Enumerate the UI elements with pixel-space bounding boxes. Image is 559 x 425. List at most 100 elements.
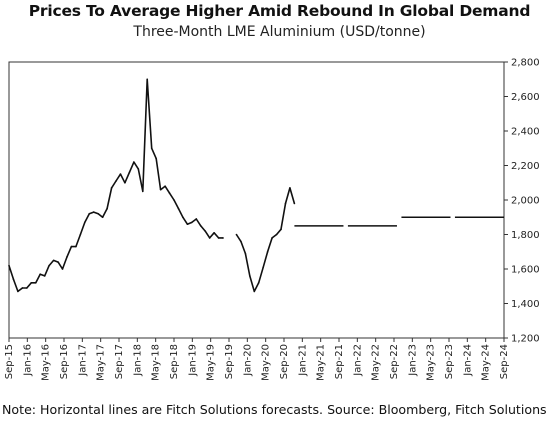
price-point xyxy=(159,188,162,191)
price-history-line xyxy=(235,187,296,293)
y-tick-label: 1,800 xyxy=(511,230,540,241)
x-tick-label: Jan-19 xyxy=(187,344,198,377)
price-point xyxy=(43,275,46,277)
price-point xyxy=(208,237,211,239)
price-point xyxy=(186,223,189,225)
price-point xyxy=(119,173,122,175)
x-tick-label: Jan-20 xyxy=(242,344,253,377)
price-point xyxy=(48,264,50,267)
price-point xyxy=(244,252,247,255)
price-point xyxy=(52,259,55,262)
x-tick-label: May-16 xyxy=(41,344,52,381)
price-point xyxy=(75,245,77,248)
price-point xyxy=(195,218,198,220)
price-point xyxy=(79,233,82,236)
y-axis: 1,200 1,400 1,600 1,800 2,000 2,200 2,400 2,600… xyxy=(504,58,540,345)
price-point xyxy=(164,185,166,187)
price-point xyxy=(182,216,184,219)
x-tick-label: Sep-24 xyxy=(499,344,510,379)
x-tick-label: Jan-18 xyxy=(132,344,143,377)
price-point xyxy=(284,202,287,205)
y-tick-label: 1,600 xyxy=(511,265,540,276)
price-point xyxy=(106,207,108,210)
line-chart: 1,200 1,400 1,600 1,800 2,000 2,200 2,400 2,600… xyxy=(4,58,540,381)
chart-title: Prices To Average Higher Amid Rebound In… xyxy=(28,2,531,20)
price-point xyxy=(115,180,117,182)
price-point xyxy=(262,266,264,269)
x-tick-label: Sep-20 xyxy=(279,344,290,379)
x-tick-label: Sep-23 xyxy=(444,344,455,379)
footnote: Note: Horizontal lines are Fitch Solutio… xyxy=(2,402,547,417)
price-point xyxy=(240,240,242,243)
series-layer xyxy=(8,78,504,293)
x-tick-label: Sep-15 xyxy=(4,344,15,379)
y-tick-label: 1,200 xyxy=(511,334,540,345)
x-axis: Sep-15 Jan-16 May-16 Sep-16 Jan-17 May-17 Sep-… xyxy=(4,338,510,381)
x-tick-label: Sep-19 xyxy=(224,344,235,379)
x-tick-label: Jan-17 xyxy=(77,344,88,377)
price-point xyxy=(34,282,37,284)
price-point xyxy=(177,207,180,210)
price-point xyxy=(39,273,42,275)
x-tick-label: Jan-16 xyxy=(22,344,33,377)
price-point xyxy=(173,199,175,201)
price-point xyxy=(141,190,144,193)
price-point xyxy=(168,192,171,194)
price-point xyxy=(133,161,135,163)
price-point xyxy=(92,211,95,213)
price-point xyxy=(66,256,68,258)
price-point xyxy=(17,290,19,293)
price-point xyxy=(191,221,193,224)
price-point xyxy=(124,181,126,184)
price-point xyxy=(289,187,291,189)
x-tick-label: Sep-16 xyxy=(59,344,70,379)
price-point xyxy=(257,282,260,284)
price-point xyxy=(30,282,33,284)
x-tick-label: Jan-23 xyxy=(407,344,418,377)
price-point xyxy=(57,261,59,263)
price-point xyxy=(199,225,202,227)
x-tick-label: Sep-18 xyxy=(169,344,180,379)
y-tick-label: 2,600 xyxy=(511,92,540,103)
price-point xyxy=(8,264,10,267)
price-point xyxy=(70,245,73,248)
x-tick-label: May-20 xyxy=(261,344,272,381)
price-point xyxy=(275,233,278,236)
x-tick-label: May-23 xyxy=(426,344,437,381)
price-point xyxy=(101,216,104,219)
x-tick-label: May-18 xyxy=(151,344,162,381)
price-point xyxy=(146,78,149,81)
price-point xyxy=(235,233,238,236)
price-point xyxy=(84,221,86,224)
y-tick-label: 1,400 xyxy=(511,299,540,310)
price-point xyxy=(253,290,256,293)
price-point xyxy=(155,157,157,160)
price-point xyxy=(293,202,296,205)
price-point xyxy=(110,187,113,189)
price-point xyxy=(280,228,282,231)
x-tick-label: Sep-17 xyxy=(114,344,125,379)
price-point xyxy=(204,230,207,232)
plot-frame xyxy=(8,61,505,339)
price-point xyxy=(222,237,224,239)
price-point xyxy=(150,147,153,150)
x-tick-label: May-22 xyxy=(371,344,382,381)
x-tick-label: May-21 xyxy=(316,344,327,381)
chart-subtitle: Three-Month LME Aluminium (USD/tonne) xyxy=(133,24,426,40)
x-tick-label: May-24 xyxy=(481,344,492,381)
price-point xyxy=(271,237,273,239)
x-tick-label: Jan-21 xyxy=(297,344,308,377)
price-point xyxy=(128,171,131,174)
price-point xyxy=(266,250,269,253)
x-tick-label: Sep-22 xyxy=(389,344,400,379)
price-point xyxy=(26,287,28,289)
price-point xyxy=(137,168,140,170)
price-point xyxy=(12,278,15,281)
y-tick-label: 2,200 xyxy=(511,161,540,172)
price-point xyxy=(213,231,215,234)
price-point xyxy=(21,287,24,289)
price-point xyxy=(97,213,99,215)
x-tick-label: Jan-22 xyxy=(352,344,363,377)
y-tick-label: 2,800 xyxy=(511,58,540,69)
price-point xyxy=(88,213,91,215)
